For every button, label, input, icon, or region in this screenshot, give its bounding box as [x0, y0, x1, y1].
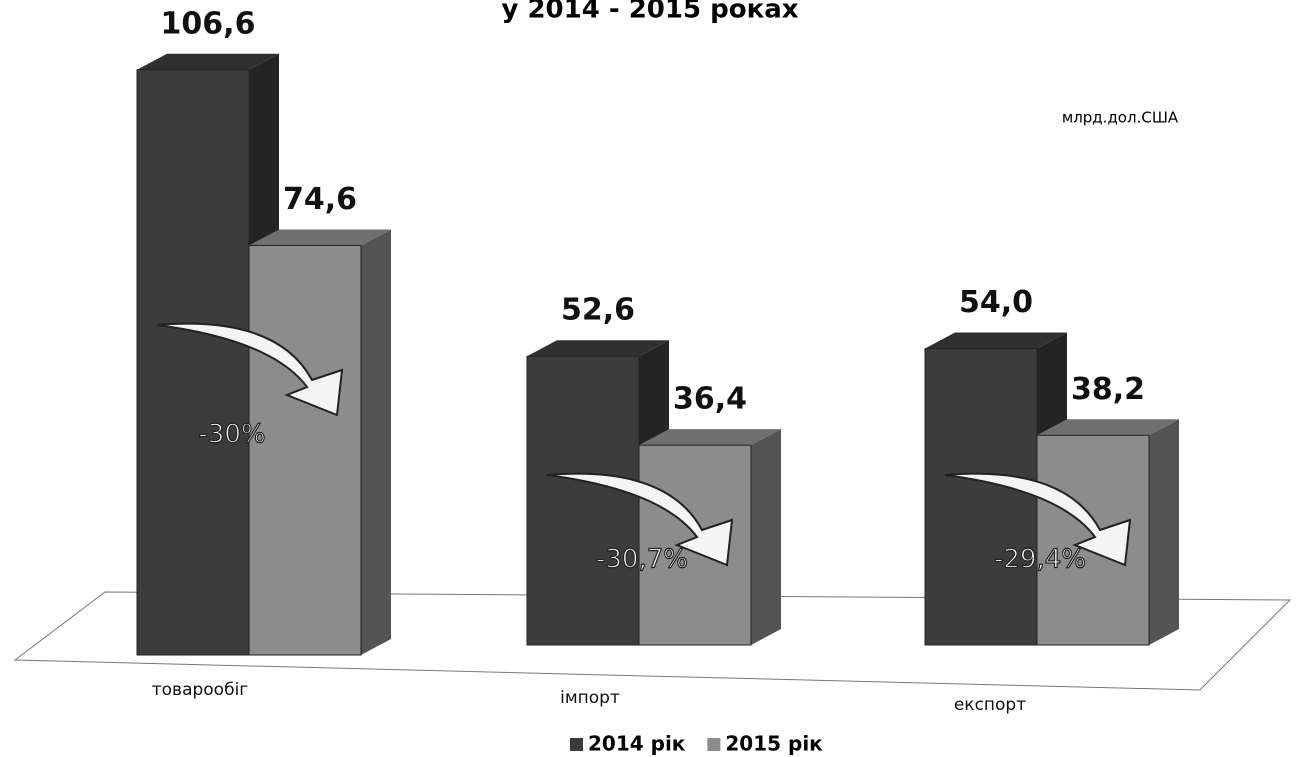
legend-swatch	[707, 738, 721, 751]
bar-top	[1037, 419, 1179, 436]
value-label: 106,6	[161, 6, 256, 41]
value-label: 38,2	[1071, 372, 1145, 407]
bar-side	[751, 429, 781, 645]
bar-top	[639, 429, 781, 446]
arrow	[944, 472, 1132, 567]
x-tick-label: імпорт	[560, 688, 620, 708]
annotation: -30%	[198, 420, 265, 450]
bar	[136, 69, 250, 656]
x-tick-label: товарообіг	[152, 680, 249, 700]
arrow	[156, 322, 344, 417]
legend-label: 2015 рік	[725, 732, 823, 756]
value-label: 54,0	[959, 285, 1033, 320]
bar-side	[361, 229, 391, 656]
arrow	[546, 472, 734, 567]
bar-top	[137, 53, 279, 70]
value-label: 36,4	[673, 382, 747, 417]
chart-title: у 2014 - 2015 роках	[501, 0, 798, 25]
legend-swatch	[570, 738, 583, 751]
bar-side	[1149, 419, 1179, 645]
bar	[924, 348, 1038, 646]
bar-top	[249, 229, 391, 246]
bar	[526, 355, 640, 646]
bar-top	[527, 340, 669, 357]
unit-label: млрд.дол.США	[1062, 109, 1179, 127]
value-label: 52,6	[561, 293, 635, 328]
annotation: -29,4%	[994, 545, 1086, 575]
x-tick-label: експорт	[954, 695, 1026, 715]
annotation: -30,7%	[596, 545, 688, 575]
value-label: 74,6	[283, 182, 357, 217]
legend-label: 2014 рік	[588, 732, 686, 756]
bar	[248, 244, 362, 656]
floor	[13, 591, 1292, 691]
bar-top	[925, 332, 1067, 349]
